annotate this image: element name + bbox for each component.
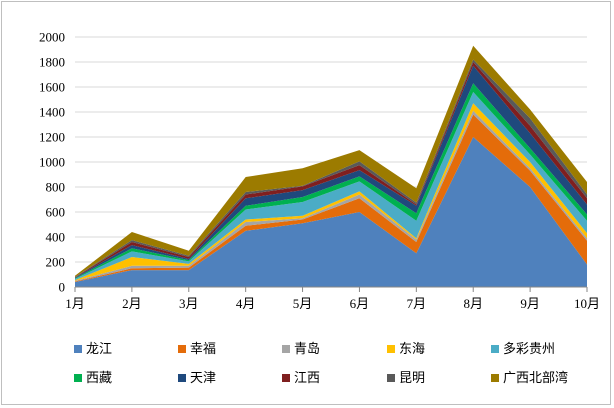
y-tick-labels: 0 200 400 600 800 1000 1200 1400 1600 1800 2000	[39, 30, 65, 295]
legend-label: 龙江	[86, 342, 112, 357]
y-tick-label: 1200	[39, 130, 65, 145]
legend-label: 昆明	[399, 371, 425, 386]
y-tick-label: 2000	[39, 30, 65, 45]
y-tick-label: 200	[46, 255, 66, 270]
x-tick-label: 9月	[520, 296, 540, 311]
legend-item: 昆明	[387, 371, 425, 386]
legend-swatch	[491, 374, 499, 382]
legend-label: 西藏	[86, 371, 112, 386]
legend-item: 西藏	[74, 371, 112, 386]
legend-label: 幸福	[190, 342, 216, 357]
legend-item: 青岛	[282, 341, 320, 357]
y-tick-label: 1000	[39, 155, 65, 170]
area-series-4	[75, 103, 587, 281]
legend-label: 青岛	[294, 341, 320, 357]
legend-swatch	[387, 374, 395, 382]
legend-item: 东海	[387, 342, 425, 357]
y-tick-label: 1400	[39, 105, 65, 120]
legend-label: 江西	[294, 371, 320, 386]
y-tick-label: 600	[46, 205, 66, 220]
legend-item: 广西北部湾	[491, 370, 568, 386]
y-tick-label: 0	[59, 280, 66, 295]
legend-swatch	[74, 345, 82, 353]
x-tick-label: 7月	[407, 296, 427, 311]
legend-swatch	[491, 345, 499, 353]
x-tick-label: 6月	[350, 296, 370, 311]
legend-label: 天津	[190, 371, 216, 386]
legend-item: 幸福	[178, 342, 216, 357]
area-series-1	[75, 137, 587, 287]
area-series-2	[75, 114, 587, 282]
y-tick-label: 1800	[39, 55, 65, 70]
x-tick-label: 2月	[122, 296, 142, 311]
legend-item: 江西	[282, 371, 320, 386]
legend-label: 多彩贵州	[503, 341, 555, 357]
x-tick-labels: 1月 2月 3月 4月 5月 6月 7月 8月 9月 10月	[65, 296, 600, 311]
legend-swatch	[387, 345, 395, 353]
legend-item: 多彩贵州	[491, 341, 555, 357]
legend-swatch	[74, 374, 82, 382]
y-tick-label: 800	[46, 180, 66, 195]
legend-swatch	[178, 374, 186, 382]
legend-label: 东海	[399, 342, 425, 357]
legend-item: 龙江	[74, 342, 112, 357]
legend-label: 广西北部湾	[503, 370, 568, 386]
x-tick-label: 10月	[574, 296, 600, 311]
y-tick-label: 1600	[39, 80, 65, 95]
legend-swatch	[178, 345, 186, 353]
x-tick-label: 1月	[65, 296, 85, 311]
series-areas	[75, 45, 587, 287]
x-tick-label: 3月	[179, 296, 199, 311]
axes	[74, 286, 588, 292]
legend-swatch	[282, 345, 290, 353]
y-tick-label: 400	[46, 230, 66, 245]
area-series-10	[75, 45, 587, 277]
x-tick-label: 8月	[463, 296, 483, 311]
legend-swatch	[282, 374, 290, 382]
legend-item: 天津	[178, 371, 216, 386]
x-tick-label: 4月	[236, 296, 256, 311]
x-tick-label: 5月	[293, 296, 313, 311]
